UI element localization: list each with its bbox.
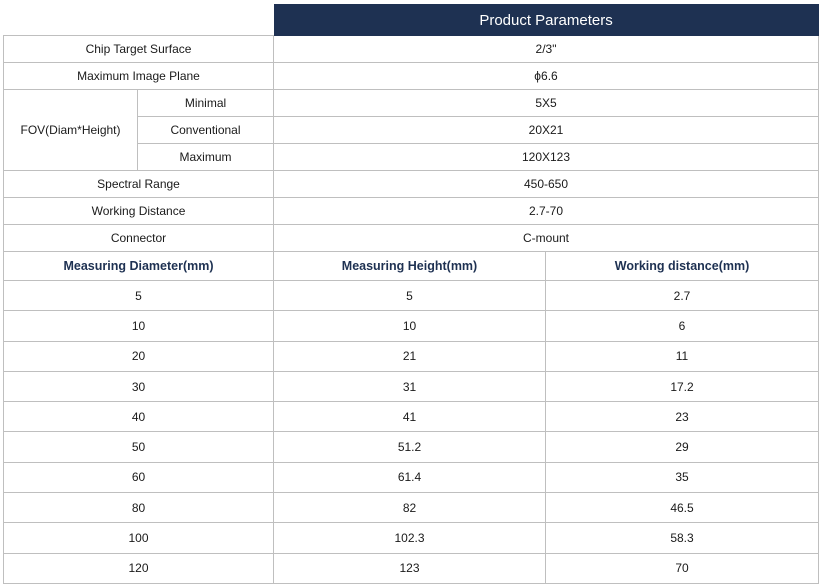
product-parameters-sheet: Product Parameters Chip Target Surface 2…	[3, 4, 820, 584]
diameter-cell: 20	[3, 340, 274, 372]
param-row-fov-minimal: FOV(Diam*Height) Minimal 5X5	[3, 89, 820, 171]
measure-table-body: 5 5 2.7 10 10 6 20 21 11 30 31 17.2 40 41 23 50 51.2 29 60…	[3, 279, 820, 584]
height-cell: 41	[273, 401, 546, 433]
height-cell: 61.4	[273, 461, 546, 494]
working-distance-cell: 23	[544, 401, 820, 433]
param-row-chip: Chip Target Surface 2/3"	[3, 35, 820, 63]
working-distance-cell: 2.7	[544, 279, 820, 312]
param-label: Chip Target Surface	[3, 35, 274, 63]
diameter-cell: 30	[3, 370, 274, 403]
param-row-fov-conventional: Conventional 20X21	[4, 116, 820, 144]
column-header-height: Measuring Height(mm)	[273, 251, 546, 281]
param-value: 2.7-70	[272, 197, 820, 225]
diameter-cell: 120	[3, 552, 274, 584]
table-row: 120 123 70	[3, 552, 820, 584]
diameter-cell: 50	[3, 431, 274, 463]
table-row: 50 51.2 29	[3, 431, 820, 463]
param-value: 5X5	[272, 89, 820, 117]
working-distance-cell: 58.3	[544, 522, 820, 554]
working-distance-cell: 70	[544, 552, 820, 584]
param-value: 450-650	[272, 170, 820, 198]
title-blank-cell	[3, 4, 274, 36]
working-distance-cell: 6	[544, 310, 820, 342]
parameters-table: Product Parameters Chip Target Surface 2…	[3, 4, 820, 584]
table-row: 60 61.4 35	[3, 461, 820, 494]
height-cell: 31	[273, 370, 546, 403]
param-label: Maximum Image Plane	[3, 62, 274, 90]
diameter-cell: 60	[3, 461, 274, 494]
table-row: 20 21 11	[3, 340, 820, 372]
fov-sub-label: Minimal	[137, 89, 274, 117]
param-row-working: Working Distance 2.7-70	[3, 197, 820, 225]
param-label: Working Distance	[3, 197, 274, 225]
fov-sub-label: Conventional	[137, 116, 274, 144]
working-distance-cell: 29	[544, 431, 820, 463]
height-cell: 82	[273, 492, 546, 524]
param-row-fov-maximum: Maximum 120X123	[4, 143, 820, 171]
working-distance-cell: 11	[544, 340, 820, 372]
table-title: Product Parameters	[272, 4, 820, 36]
param-value: 120X123	[272, 143, 820, 171]
param-label: Spectral Range	[3, 170, 274, 198]
table-row: 40 41 23	[3, 401, 820, 433]
table-row: 80 82 46.5	[3, 492, 820, 524]
working-distance-cell: 46.5	[544, 492, 820, 524]
param-row-image-plane: Maximum Image Plane ϕ6.6	[3, 62, 820, 90]
param-value: 2/3"	[272, 35, 820, 63]
column-header-diameter: Measuring Diameter(mm)	[3, 251, 274, 281]
param-label: Connector	[3, 224, 274, 252]
table-row: 100 102.3 58.3	[3, 522, 820, 554]
title-row: Product Parameters	[3, 4, 820, 36]
height-cell: 102.3	[273, 522, 546, 554]
diameter-cell: 10	[3, 310, 274, 342]
diameter-cell: 5	[3, 279, 274, 312]
column-header-working-distance: Working distance(mm)	[544, 251, 820, 281]
height-cell: 5	[273, 279, 546, 312]
diameter-cell: 100	[3, 522, 274, 554]
param-value: 20X21	[272, 116, 820, 144]
diameter-cell: 80	[3, 492, 274, 524]
table-row: 10 10 6	[3, 310, 820, 342]
height-cell: 51.2	[273, 431, 546, 463]
param-value: C-mount	[272, 224, 820, 252]
table-row: 5 5 2.7	[3, 279, 820, 312]
height-cell: 21	[273, 340, 546, 372]
height-cell: 123	[273, 552, 546, 584]
working-distance-cell: 17.2	[544, 370, 820, 403]
param-row-connector: Connector C-mount	[3, 224, 820, 252]
height-cell: 10	[273, 310, 546, 342]
table-row: 30 31 17.2	[3, 370, 820, 403]
measure-header-row: Measuring Diameter(mm) Measuring Height(…	[3, 251, 820, 281]
param-row-spectral: Spectral Range 450-650	[3, 170, 820, 198]
diameter-cell: 40	[3, 401, 274, 433]
working-distance-cell: 35	[544, 461, 820, 494]
fov-label: FOV(Diam*Height)	[3, 89, 138, 171]
param-value: ϕ6.6	[272, 62, 820, 90]
fov-sub-label: Maximum	[137, 143, 274, 171]
